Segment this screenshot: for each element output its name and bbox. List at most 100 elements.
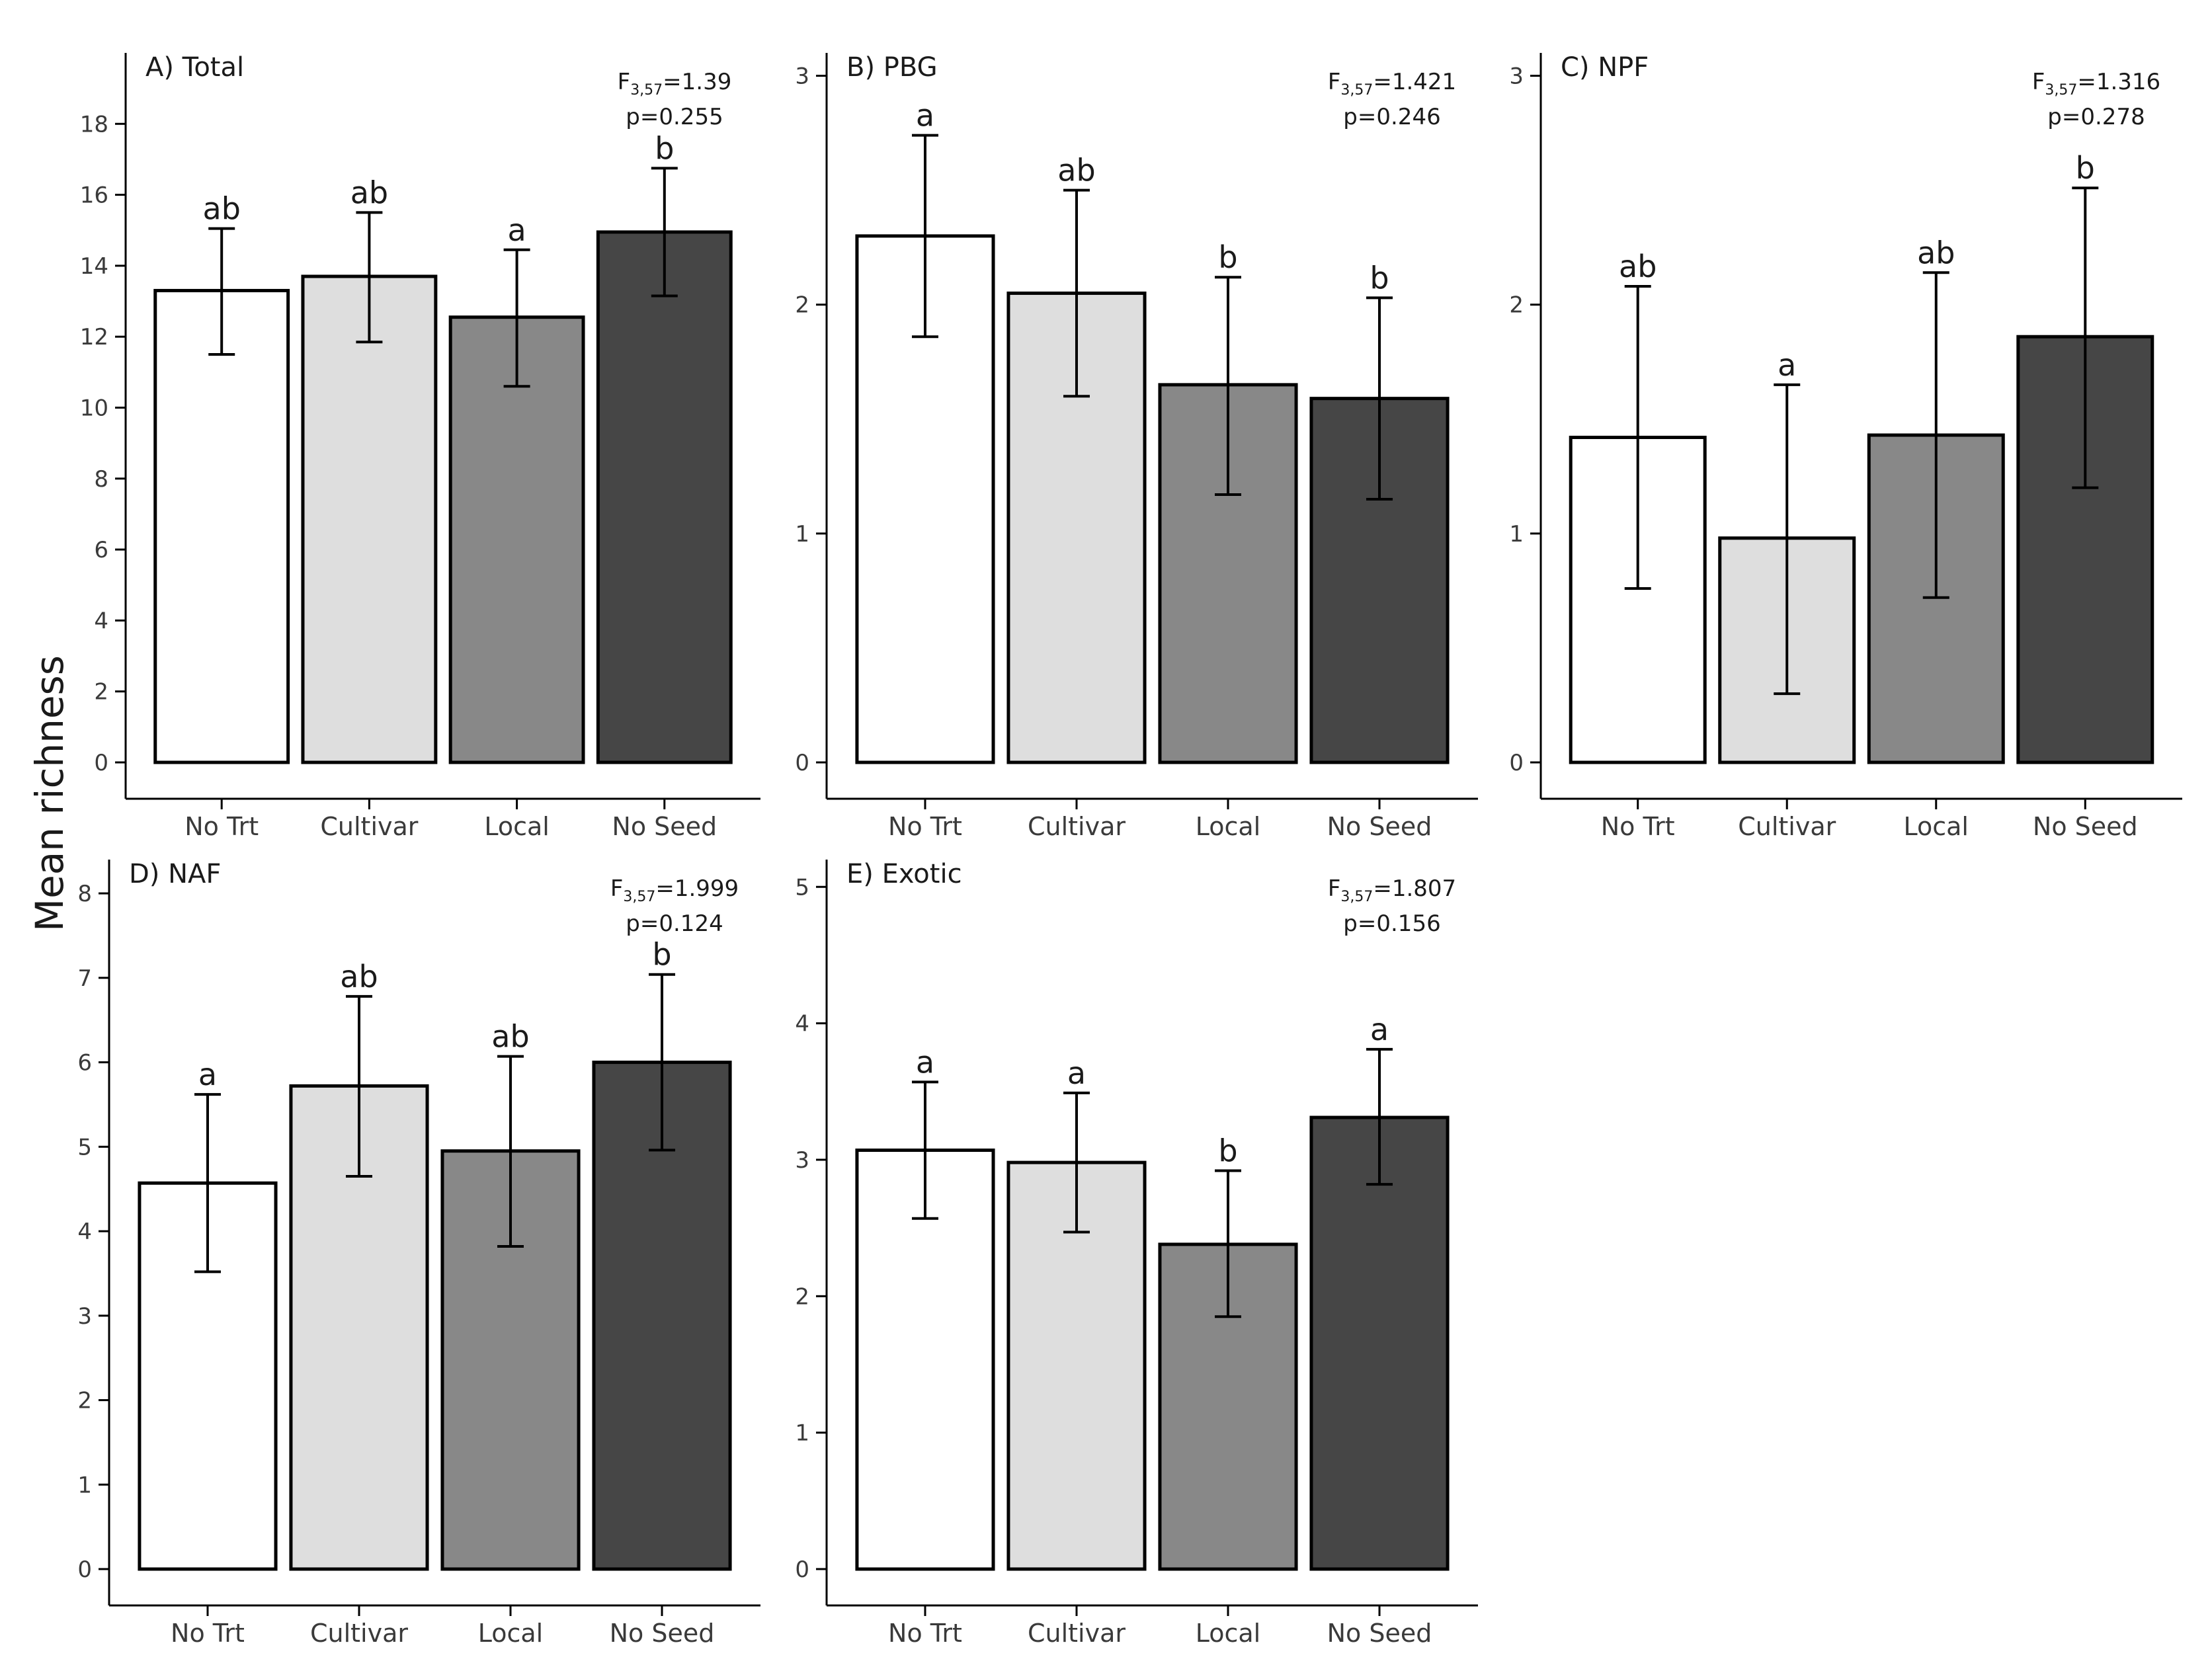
- stat-p: p=0.156: [1343, 910, 1440, 937]
- y-tick-label: 3: [77, 1303, 92, 1330]
- y-tick-label: 3: [795, 63, 809, 90]
- panel-1: 0 1 2 3 a No Trt ab Cultivar b Local b No Seed B) PB…: [795, 52, 1478, 841]
- x-tick-label: No Seed: [2033, 812, 2138, 841]
- x-tick-label: Local: [478, 1619, 544, 1648]
- y-tick-label: 4: [795, 1011, 809, 1037]
- y-tick-label: 10: [80, 395, 108, 422]
- panel-title: A) Total: [145, 52, 244, 83]
- bar: [1309, 1115, 1450, 1571]
- panel-title: E) Exotic: [846, 859, 962, 889]
- y-tick-label: 0: [94, 750, 108, 776]
- y-tick-label: 8: [94, 466, 108, 493]
- panel-0: 0 2 4 6 8 10 12 14 16 18 ab No Trt ab Cultivar a Local b…: [80, 52, 760, 841]
- x-tick-label: Cultivar: [320, 812, 418, 841]
- y-tick-label: 2: [77, 1388, 92, 1414]
- panel-title: C) NPF: [1561, 52, 1649, 83]
- y-tick-label: 1: [795, 521, 809, 547]
- bar: [855, 1149, 995, 1571]
- stat-p: p=0.278: [2047, 104, 2145, 130]
- y-tick-label: 4: [77, 1219, 92, 1245]
- significance-letter: ab: [1057, 153, 1095, 188]
- x-tick-label: Local: [1904, 812, 1969, 841]
- significance-letter: a: [198, 1057, 217, 1092]
- stat-p: p=0.124: [626, 910, 723, 937]
- significance-letter: b: [652, 937, 671, 973]
- significance-letter: a: [1370, 1012, 1389, 1047]
- panel-title: B) PBG: [846, 52, 938, 83]
- x-tick-label: Cultivar: [1028, 1619, 1126, 1648]
- x-tick-label: No Trt: [184, 812, 259, 841]
- significance-letter: a: [1067, 1055, 1086, 1091]
- panel-2: 0 1 2 3 ab No Trt a Cultivar ab Local b No Seed C) N…: [1509, 52, 2182, 841]
- y-tick-label: 0: [795, 750, 809, 776]
- y-tick-label: 6: [77, 1050, 92, 1076]
- stat-f: F3,57=1.39: [618, 69, 732, 99]
- stat-f: F3,57=1.421: [1328, 69, 1456, 99]
- bar: [596, 230, 733, 764]
- y-tick-label: 2: [795, 1283, 809, 1310]
- y-tick-label: 4: [94, 608, 108, 634]
- significance-letter: a: [1778, 347, 1796, 383]
- x-tick-label: Local: [1196, 812, 1261, 841]
- y-tick-label: 0: [795, 1557, 809, 1583]
- x-tick-label: Local: [484, 812, 550, 841]
- significance-letter: ab: [340, 959, 378, 994]
- x-tick-label: No Trt: [888, 1619, 962, 1648]
- panel-4: 0 1 2 3 4 5 a No Trt a Cultivar b Local a No Seed E) E…: [795, 859, 1478, 1648]
- y-tick-label: 14: [80, 253, 108, 280]
- significance-letter: a: [507, 212, 526, 248]
- stat-f: F3,57=1.316: [2032, 69, 2160, 99]
- significance-letter: ab: [1619, 249, 1657, 284]
- x-tick-label: No Seed: [612, 812, 717, 841]
- significance-letter: b: [655, 130, 674, 166]
- panel-3: 0 1 2 3 4 5 6 7 8 a No Trt ab Cultivar ab Local b No See…: [77, 859, 760, 1648]
- bar: [448, 315, 585, 764]
- y-tick-label: 5: [795, 874, 809, 901]
- significance-letter: b: [1370, 260, 1389, 296]
- y-tick-label: 18: [80, 111, 108, 138]
- significance-letter: b: [1218, 1133, 1237, 1168]
- y-axis-label: Mean richness: [27, 655, 72, 932]
- y-tick-label: 1: [1509, 521, 1524, 547]
- x-tick-label: Cultivar: [1028, 812, 1126, 841]
- stat-f: F3,57=1.807: [1328, 875, 1456, 905]
- y-tick-label: 8: [77, 881, 92, 907]
- y-tick-label: 7: [77, 965, 92, 992]
- x-tick-label: No Seed: [1327, 1619, 1432, 1648]
- y-tick-label: 0: [1509, 750, 1524, 776]
- x-tick-label: No Seed: [1327, 812, 1432, 841]
- y-tick-label: 16: [80, 182, 108, 209]
- bar: [153, 288, 290, 764]
- significance-letter: a: [916, 1044, 934, 1080]
- y-tick-label: 5: [77, 1134, 92, 1160]
- y-tick-label: 2: [94, 679, 108, 706]
- x-tick-label: No Seed: [610, 1619, 715, 1648]
- significance-letter: a: [916, 98, 934, 134]
- panel-title: D) NAF: [129, 859, 221, 889]
- x-tick-label: No Trt: [1601, 812, 1675, 841]
- significance-letter: ab: [350, 175, 388, 210]
- stat-p: p=0.255: [626, 104, 723, 130]
- x-tick-label: Cultivar: [1738, 812, 1836, 841]
- x-tick-label: No Trt: [888, 812, 962, 841]
- x-tick-label: Cultivar: [310, 1619, 408, 1648]
- y-tick-label: 2: [1509, 292, 1524, 319]
- stat-p: p=0.246: [1343, 104, 1440, 130]
- x-tick-label: Local: [1196, 1619, 1261, 1648]
- significance-letter: b: [1218, 239, 1237, 275]
- y-tick-label: 1: [795, 1420, 809, 1447]
- significance-letter: ab: [491, 1019, 529, 1055]
- bar: [301, 274, 438, 764]
- y-tick-label: 3: [795, 1147, 809, 1174]
- y-tick-label: 1: [77, 1472, 92, 1498]
- significance-letter: ab: [203, 191, 241, 227]
- y-tick-label: 2: [795, 292, 809, 319]
- significance-letter: ab: [1917, 235, 1955, 270]
- x-tick-label: No Trt: [171, 1619, 245, 1648]
- significance-letter: b: [2076, 150, 2095, 186]
- stat-f: F3,57=1.999: [610, 875, 739, 905]
- y-tick-label: 3: [1509, 63, 1524, 90]
- y-tick-label: 0: [77, 1557, 92, 1583]
- y-tick-label: 6: [94, 537, 108, 563]
